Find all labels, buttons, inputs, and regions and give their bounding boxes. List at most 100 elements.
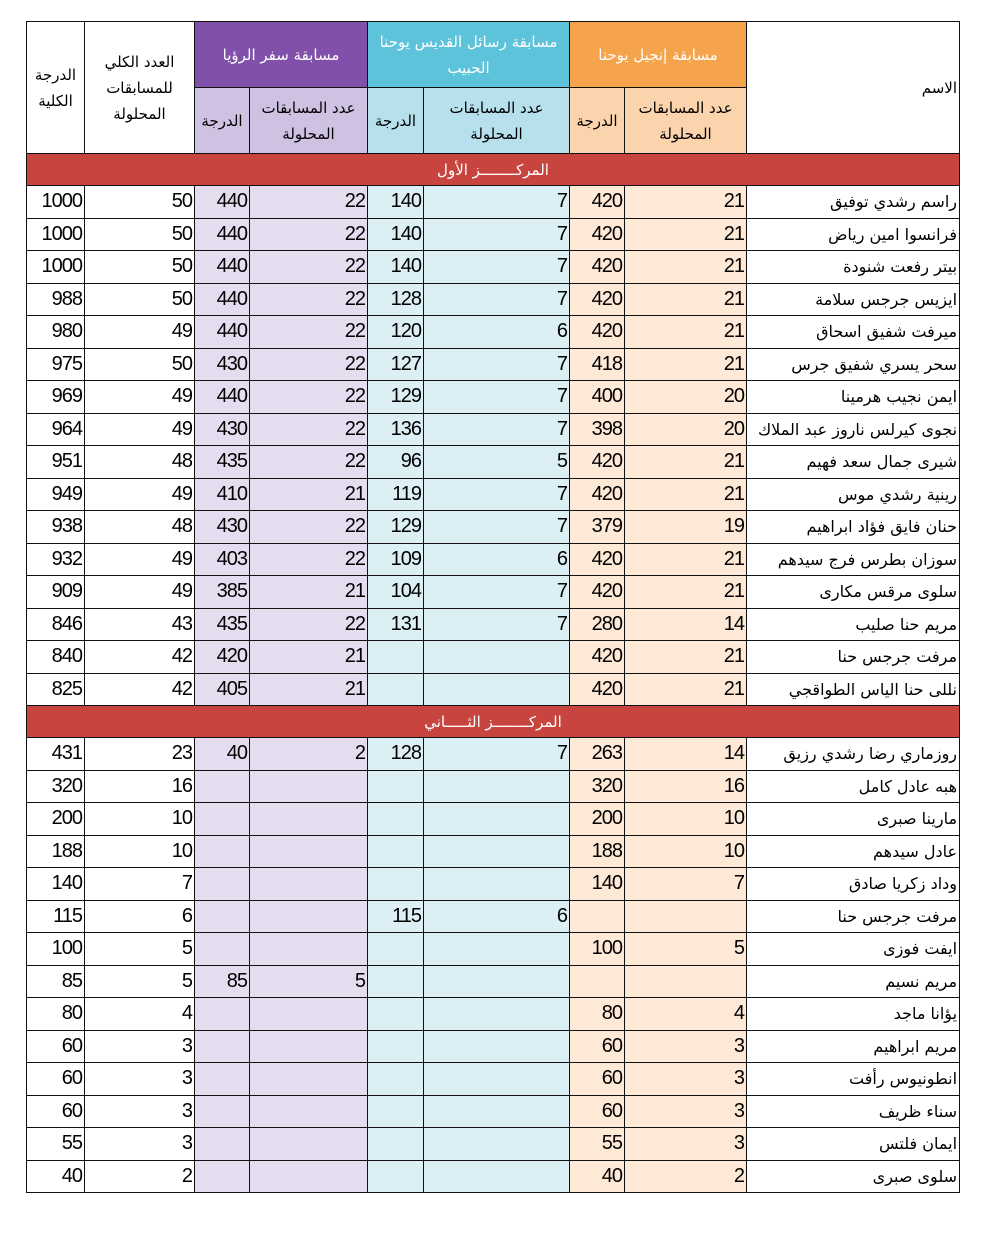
cell-total-count: 49 [84,575,195,609]
cell-epistles-count [423,802,571,836]
cell-john-grade: 140 [569,867,626,901]
table-row: انطونيوس رأفت 3 60 3 60 [26,1062,961,1096]
cell-name: سوزان بطرس فرج سيدهم [746,542,961,576]
section-header: المركــــــــز الأول [25,153,961,186]
header-total-grade: الدرجة الكلية [26,21,85,154]
cell-epistles-grade: 127 [367,347,425,381]
cell-name: راسم رشدي توفيق [746,185,961,219]
cell-epistles-count: 6 [423,542,571,576]
cell-epistles-count [423,1094,571,1128]
cell-john-grade: 188 [569,834,626,868]
cell-name: سلوى مرقس مكارى [746,575,961,609]
section-header: المركــــــــز الثـــــاني [25,705,961,738]
cell-total-count: 48 [84,445,195,479]
cell-john-count: 10 [624,802,748,836]
cell-epistles-grade: 129 [367,380,425,414]
cell-epistles-count: 7 [423,412,571,446]
header-john-count: عدد المسابقات المحلولة [624,87,748,154]
cell-john-grade: 420 [569,250,626,284]
cell-revelation-grade [193,1094,251,1128]
cell-epistles-grade [367,1062,425,1096]
cell-revelation-grade [193,802,251,836]
cell-revelation-count [249,899,369,933]
cell-john-grade [569,899,626,933]
cell-revelation-count: 22 [249,315,369,349]
cell-name: روزماري رضا رشدي رزيق [746,737,961,771]
cell-revelation-count: 22 [249,347,369,381]
header-revelation: مسابقة سفر الرؤيا [193,21,369,88]
cell-revelation-count [249,867,369,901]
header-john-grade: الدرجة [569,87,626,154]
cell-total-count: 7 [84,867,195,901]
cell-revelation-grade: 440 [193,282,251,316]
cell-john-grade: 420 [569,672,626,706]
section-title: المركــــــــز الثـــــاني [25,705,961,738]
cell-total-count: 10 [84,802,195,836]
cell-revelation-count [249,1062,369,1096]
cell-revelation-grade: 385 [193,575,251,609]
cell-total-grade: 85 [26,964,85,998]
cell-john-grade: 420 [569,445,626,479]
cell-revelation-grade: 430 [193,510,251,544]
cell-revelation-count: 22 [249,412,369,446]
cell-epistles-count: 7 [423,282,571,316]
table-row: مرفت جرجس حنا 21 420 21 420 42 840 [26,640,961,674]
cell-epistles-count: 5 [423,445,571,479]
header-total-count: العدد الكلي للمسابقات المحلولة [84,21,195,154]
cell-john-count: 7 [624,867,748,901]
cell-epistles-count [423,932,571,966]
cell-total-count: 49 [84,380,195,414]
cell-revelation-count: 5 [249,964,369,998]
cell-john-grade: 40 [569,1159,626,1193]
cell-john-count: 21 [624,575,748,609]
table-row: عادل سيدهم 10 188 10 188 [26,834,961,868]
cell-name: بيتر رفعت شنودة [746,250,961,284]
cell-revelation-count: 22 [249,282,369,316]
cell-total-grade: 846 [26,607,85,641]
cell-name: نللى حنا الياس الطواقجي [746,672,961,706]
cell-epistles-count: 7 [423,477,571,511]
cell-total-grade: 320 [26,769,85,803]
cell-john-count: 20 [624,412,748,446]
cell-john-grade: 200 [569,802,626,836]
cell-john-count: 21 [624,640,748,674]
cell-total-count: 49 [84,412,195,446]
cell-epistles-count: 7 [423,185,571,219]
cell-revelation-count [249,1094,369,1128]
cell-name: مريم حنا صليب [746,607,961,641]
cell-epistles-count: 7 [423,607,571,641]
cell-revelation-grade [193,1029,251,1063]
cell-total-count: 3 [84,1029,195,1063]
cell-epistles-grade: 128 [367,282,425,316]
cell-epistles-grade: 136 [367,412,425,446]
cell-revelation-grade [193,1062,251,1096]
cell-name: حنان فايق فؤاد ابراهيم [746,510,961,544]
cell-total-count: 50 [84,347,195,381]
cell-john-count: 14 [624,607,748,641]
cell-total-grade: 964 [26,412,85,446]
cell-john-grade: 80 [569,997,626,1031]
cell-revelation-grade: 440 [193,315,251,349]
cell-revelation-grade [193,899,251,933]
cell-total-count: 5 [84,964,195,998]
cell-total-count: 16 [84,769,195,803]
cell-john-count: 21 [624,672,748,706]
cell-john-count: 5 [624,932,748,966]
cell-name: يؤانا ماجد [746,997,961,1031]
cell-epistles-count: 7 [423,510,571,544]
cell-total-count: 49 [84,315,195,349]
cell-john-count [624,899,748,933]
cell-john-grade: 320 [569,769,626,803]
cell-epistles-grade [367,802,425,836]
cell-john-grade: 379 [569,510,626,544]
cell-name: انطونيوس رأفت [746,1062,961,1096]
cell-total-count: 49 [84,542,195,576]
cell-john-grade: 420 [569,575,626,609]
header-revelation-grade: الدرجة [193,87,251,154]
cell-john-grade [569,964,626,998]
cell-total-grade: 1000 [26,217,85,251]
table-row: مريم نسيم 5 85 5 85 [26,964,961,998]
cell-revelation-grade: 410 [193,477,251,511]
cell-total-grade: 55 [26,1127,85,1161]
cell-epistles-grade: 115 [367,899,425,933]
